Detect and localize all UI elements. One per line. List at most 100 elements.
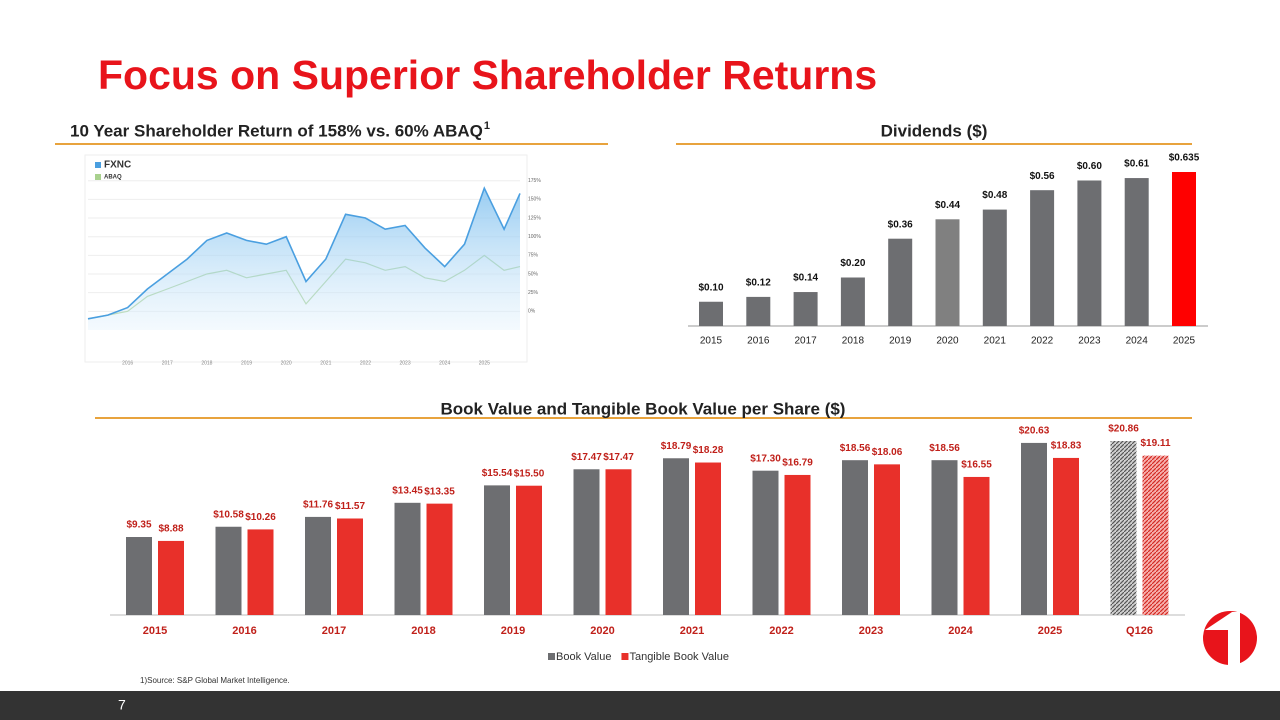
value-label: $16.55: [961, 460, 992, 471]
value-label: $0.36: [888, 219, 913, 230]
legend-swatch: [95, 174, 101, 180]
value-label: $0.56: [1030, 171, 1055, 182]
x-tick-label: 2021: [680, 625, 704, 637]
x-tick-label: 2019: [501, 625, 525, 637]
bar: [874, 464, 900, 615]
value-label: $0.61: [1124, 159, 1149, 170]
value-label: $0.60: [1077, 161, 1102, 172]
bar: [605, 469, 632, 615]
bar: [793, 292, 818, 326]
bar: [1124, 178, 1149, 326]
value-label: $10.26: [245, 512, 276, 523]
x-tick-label: 2023: [1078, 336, 1101, 347]
bar: [888, 238, 913, 326]
value-label: $0.635: [1169, 153, 1200, 164]
value-label: $17.47: [603, 452, 634, 463]
legend-swatch: [621, 653, 629, 660]
logo-one: [1205, 612, 1240, 668]
value-label: $18.28: [693, 445, 724, 456]
value-label: $18.56: [840, 443, 871, 454]
x-tick-label: 2025: [1038, 625, 1062, 637]
x-tick-label: 2022: [360, 360, 371, 366]
bar: [337, 518, 363, 615]
bar: [426, 503, 453, 615]
y-tick-label: 25%: [528, 290, 539, 296]
value-label: $11.57: [335, 501, 365, 512]
value-label: $18.79: [661, 441, 692, 452]
value-label: $17.47: [571, 452, 602, 463]
bar: [935, 219, 960, 326]
bar: [1110, 441, 1137, 615]
legend-label: ABAQ: [104, 175, 122, 181]
value-label: $0.12: [746, 278, 771, 289]
legend-swatch: [95, 162, 101, 168]
area: [88, 188, 520, 330]
x-tick-label: 2018: [201, 360, 212, 366]
value-label: $0.44: [935, 200, 960, 211]
chart-title: Dividends ($): [881, 121, 988, 140]
x-tick-label: 2015: [143, 625, 167, 637]
legend-swatch: [548, 653, 555, 660]
x-tick-label: 2016: [122, 360, 133, 366]
x-tick-label: 2017: [794, 336, 817, 347]
value-label: $20.63: [1019, 426, 1050, 437]
page-number: 7: [118, 697, 126, 713]
x-tick-label: 2019: [241, 360, 252, 366]
bar: [158, 540, 184, 615]
value-label: $16.79: [782, 458, 813, 469]
bar: [982, 209, 1007, 326]
x-tick-label: 2022: [769, 625, 793, 637]
line: [87, 186, 521, 320]
bar: [695, 462, 721, 615]
value-label: $13.35: [424, 486, 455, 497]
value-label: $13.45: [392, 485, 423, 496]
x-tick-label: 2018: [842, 336, 865, 347]
y-tick-label: 150%: [528, 197, 541, 203]
bar: [1172, 172, 1196, 326]
bar: [1021, 442, 1047, 615]
x-tick-label: Q126: [1126, 625, 1153, 637]
x-tick-label: 2015: [700, 336, 723, 347]
bar: [752, 470, 779, 615]
bar: [247, 529, 274, 615]
bar: [746, 296, 771, 326]
bar: [840, 277, 865, 326]
value-label: $0.14: [793, 273, 818, 284]
x-tick-label: 2018: [411, 625, 435, 637]
bar: [305, 516, 331, 615]
x-tick-label: 2025: [479, 360, 490, 366]
value-label: $18.56: [929, 443, 960, 454]
y-tick-label: 75%: [528, 253, 539, 259]
x-tick-label: 2022: [1031, 336, 1054, 347]
y-tick-label: 125%: [528, 215, 541, 221]
y-tick-label: 175%: [528, 178, 541, 184]
bar: [842, 460, 868, 615]
footer-bar: [0, 691, 1280, 720]
slide-title: Focus on Superior Shareholder Returns: [98, 52, 877, 98]
bar: [484, 485, 510, 615]
value-label: $10.58: [213, 509, 244, 520]
x-tick-label: 2024: [948, 625, 973, 637]
x-tick-label: 2016: [747, 336, 770, 347]
footnote: 1)Source: S&P Global Market Intelligence…: [140, 676, 290, 685]
value-label: $18.83: [1051, 441, 1082, 452]
bar: [1077, 180, 1102, 326]
x-tick-label: 2017: [162, 360, 173, 366]
value-label: $18.06: [872, 447, 903, 458]
x-tick-label: 2025: [1173, 336, 1196, 347]
y-tick-label: 100%: [528, 234, 541, 240]
x-tick-label: 2016: [232, 625, 256, 637]
value-label: $9.35: [126, 520, 151, 531]
x-tick-label: 2023: [400, 360, 411, 366]
value-label: $0.20: [840, 258, 865, 269]
x-tick-label: 2023: [859, 625, 883, 637]
value-label: $15.50: [514, 468, 545, 479]
legend-label: Tangible Book Value: [629, 651, 728, 663]
chart-title: 10 Year Shareholder Return of 158% vs. 6…: [70, 121, 483, 140]
value-label: $20.86: [1108, 424, 1139, 435]
bar: [663, 458, 689, 615]
value-label: $8.88: [158, 524, 183, 535]
bar: [573, 469, 600, 615]
logo: [1203, 611, 1257, 668]
